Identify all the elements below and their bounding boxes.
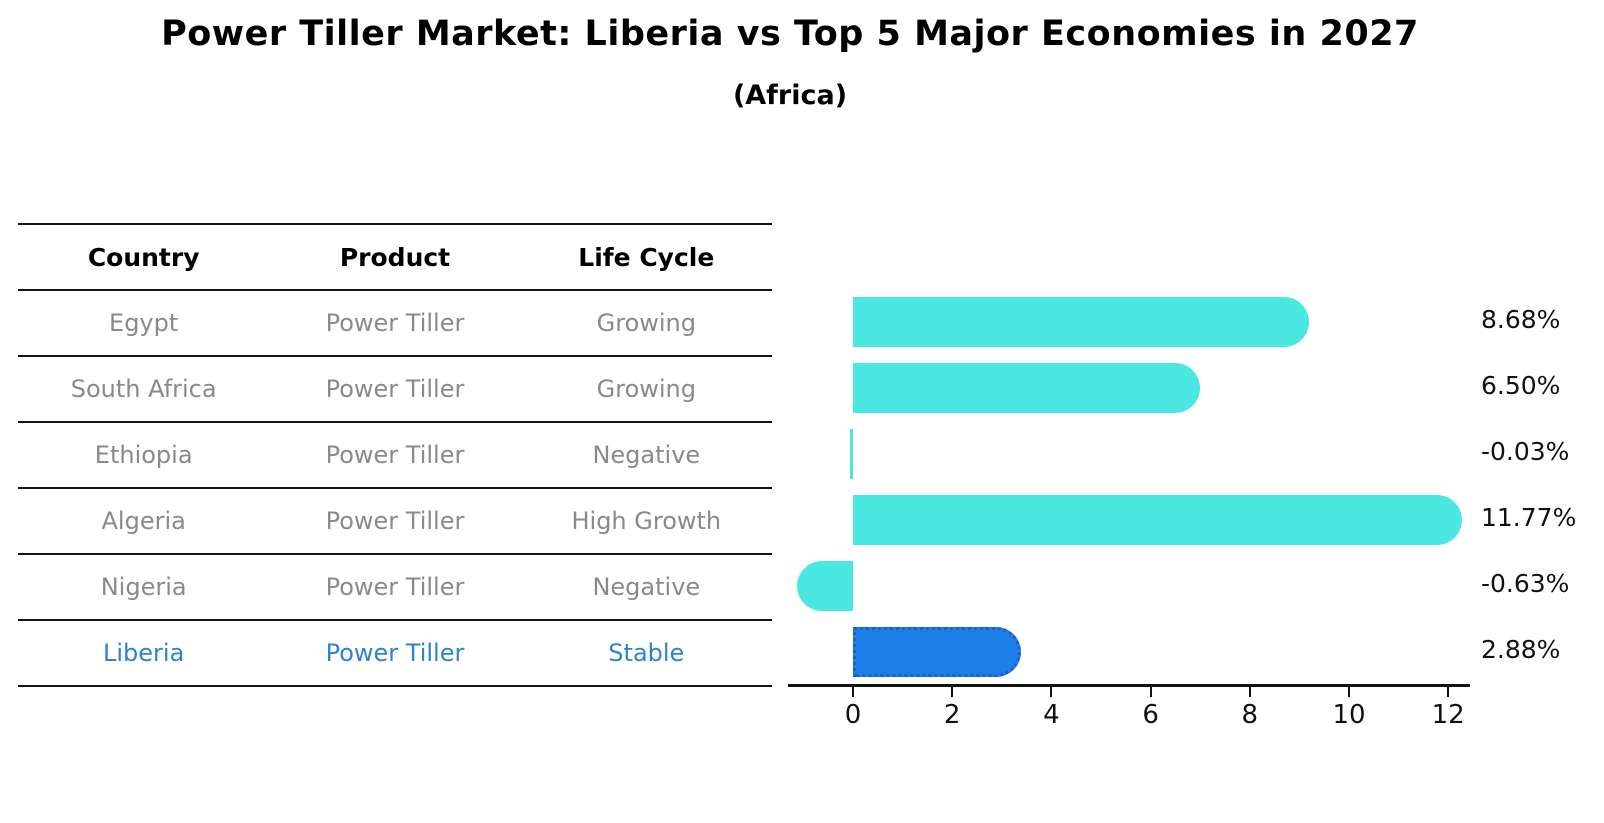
table-row: Algeria Power Tiller High Growth: [18, 487, 772, 553]
value-label: -0.03%: [1481, 437, 1570, 466]
cell-product: Power Tiller: [325, 507, 465, 535]
column-header-country: Country: [87, 242, 200, 272]
x-tick-mark: [1348, 687, 1350, 697]
table-header-row: Country Product Life Cycle: [18, 223, 772, 289]
cell-life-cycle: Growing: [596, 375, 696, 403]
cell-country: Liberia: [103, 639, 185, 667]
x-tick-mark: [1248, 687, 1251, 697]
bar-ethiopia: [850, 429, 853, 479]
cell-country: South Africa: [70, 375, 217, 403]
x-tick-label: 0: [844, 700, 862, 730]
table-row: Ethiopia Power Tiller Negative: [18, 421, 772, 487]
cell-life-cycle: High Growth: [571, 507, 722, 535]
table-row: Nigeria Power Tiller Negative: [18, 553, 772, 619]
cell-country: Nigeria: [100, 573, 187, 601]
cell-country: Ethiopia: [94, 441, 193, 469]
x-tick-mark: [852, 687, 854, 697]
cell-country: Egypt: [109, 309, 179, 337]
cell-product: Power Tiller: [325, 375, 465, 403]
bar-nigeria: [796, 561, 853, 611]
x-tick-label: 6: [1142, 700, 1159, 730]
country-table: Country Product Life Cycle Egypt Power Ti…: [18, 223, 772, 687]
cell-life-cycle: Stable: [608, 639, 685, 667]
cell-product: Power Tiller: [325, 573, 465, 601]
x-tick-mark: [1050, 687, 1053, 697]
table-row: Egypt Power Tiller Growing: [18, 289, 772, 355]
x-tick-label: 2: [943, 700, 961, 730]
column-header-product: Product: [339, 242, 451, 272]
value-label: 6.50%: [1481, 371, 1561, 400]
value-label: 11.77%: [1481, 503, 1577, 532]
cell-product: Power Tiller: [325, 309, 465, 337]
chart-title: Power Tiller Market: Liberia vs Top 5 Ma…: [161, 14, 1419, 54]
cell-life-cycle: Growing: [596, 309, 696, 337]
value-label: -0.63%: [1481, 569, 1570, 598]
cell-product: Power Tiller: [325, 639, 465, 667]
table-row: Liberia Power Tiller Stable: [18, 619, 772, 685]
table-row: South Africa Power Tiller Growing: [18, 355, 772, 421]
x-tick-label: 10: [1332, 700, 1366, 730]
x-tick-mark: [951, 687, 954, 697]
bar-south-africa: [853, 363, 1201, 413]
bar-algeria: [853, 495, 1462, 545]
cell-country: Algeria: [101, 507, 186, 535]
x-tick-mark: [1447, 687, 1450, 697]
x-tick-label: 12: [1431, 700, 1465, 730]
bar-liberia: [853, 627, 1021, 677]
x-tick-label: 8: [1241, 700, 1259, 730]
cell-life-cycle: Negative: [592, 573, 701, 601]
cell-product: Power Tiller: [325, 441, 465, 469]
x-tick-label: 4: [1043, 700, 1060, 730]
x-tick-mark: [1149, 687, 1152, 697]
column-header-life-cycle: Life Cycle: [578, 242, 715, 272]
value-label: 2.88%: [1481, 635, 1561, 664]
chart-subtitle: (Africa): [732, 80, 848, 111]
cell-life-cycle: Negative: [592, 441, 701, 469]
value-label: 8.68%: [1481, 305, 1561, 334]
bar-egypt: [853, 297, 1309, 347]
x-axis-line: [788, 684, 1470, 687]
